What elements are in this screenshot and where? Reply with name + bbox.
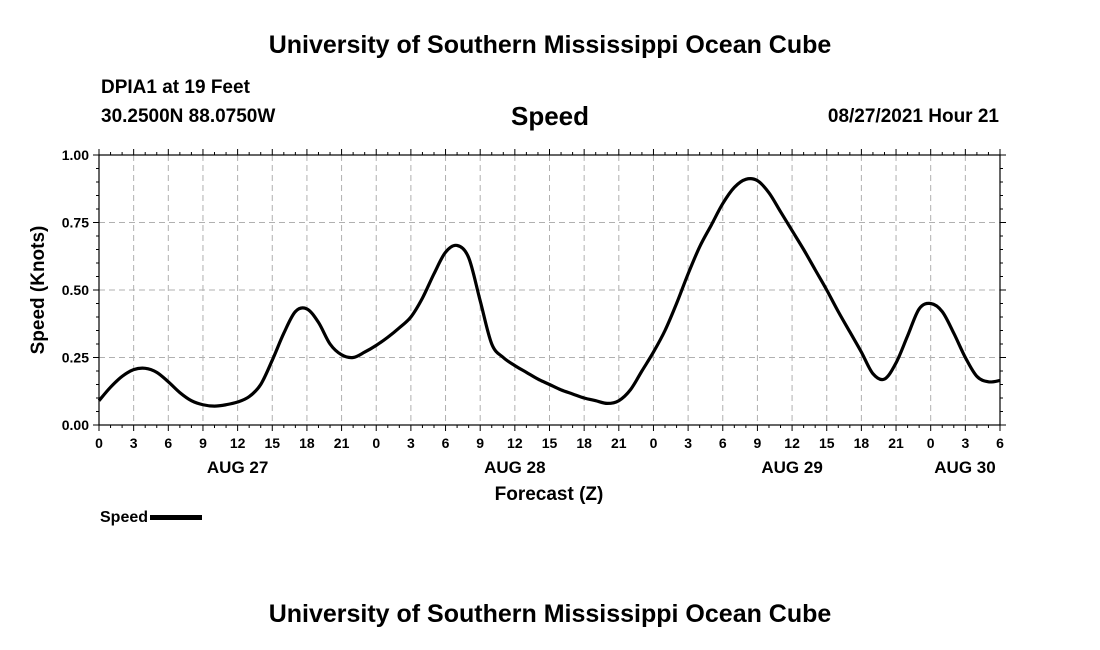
x-tick-label: 6 — [442, 435, 450, 451]
x-tick-label: 0 — [95, 435, 103, 451]
x-axis-title: Forecast (Z) — [495, 484, 604, 505]
legend: Speed — [100, 509, 203, 527]
axis-labels: 0.00 0.25 0.50 0.75 1.00 0 3 6 9 12 15 18 21 0 3 6 9 12 15… — [62, 147, 1004, 477]
y-tick-label: 0.25 — [62, 350, 89, 366]
station-label: DPIA1 at 19 Feet — [101, 77, 250, 98]
x-tick-label: 21 — [611, 435, 627, 451]
y-tick-label: 1.00 — [62, 147, 89, 163]
x-tick-label: 0 — [372, 435, 380, 451]
x-tick-label: 6 — [164, 435, 172, 451]
x-tick-label: 15 — [819, 435, 835, 451]
x-tick-label: 9 — [754, 435, 762, 451]
plot-frame — [98, 154, 1001, 426]
x-tick-label: 6 — [996, 435, 1004, 451]
day-label: AUG 29 — [761, 458, 822, 477]
x-tick-label: 3 — [961, 435, 969, 451]
x-tick-label: 12 — [784, 435, 800, 451]
station-coordinates: 30.2500N 88.0750W — [101, 106, 276, 127]
x-tick-label: 0 — [927, 435, 935, 451]
day-label: AUG 28 — [484, 458, 545, 477]
series-layer — [97, 177, 1001, 408]
x-tick-label: 3 — [684, 435, 692, 451]
x-tick-label: 6 — [719, 435, 727, 451]
x-tick-label: 21 — [888, 435, 904, 451]
y-tick-label: 0.00 — [62, 417, 89, 433]
bottom-title: University of Southern Mississippi Ocean… — [268, 600, 832, 628]
y-tick-label: 0.75 — [62, 215, 89, 231]
x-tick-label: 18 — [576, 435, 592, 451]
top-title: University of Southern Mississippi Ocean… — [268, 31, 832, 59]
x-tick-label: 18 — [299, 435, 315, 451]
x-tick-label: 3 — [130, 435, 138, 451]
legend-label: Speed — [100, 509, 149, 526]
grid-lines — [99, 155, 1000, 425]
x-tick-label: 9 — [476, 435, 484, 451]
day-label: AUG 30 — [934, 458, 995, 477]
x-tick-label: 3 — [407, 435, 415, 451]
x-tick-label: 15 — [264, 435, 280, 451]
legend-line-swatch — [150, 515, 203, 521]
y-axis-title: Speed (Knots) — [28, 226, 49, 355]
x-tick-label: 9 — [199, 435, 207, 451]
day-label: AUG 27 — [207, 458, 268, 477]
x-tick-label: 15 — [542, 435, 558, 451]
x-tick-label: 12 — [230, 435, 246, 451]
series-line-speed — [97, 177, 1001, 408]
x-tick-label: 18 — [854, 435, 870, 451]
x-tick-label: 12 — [507, 435, 523, 451]
forecast-timestamp: 08/27/2021 Hour 21 — [827, 106, 999, 127]
chart-title: Speed — [510, 101, 590, 131]
axis-ticks — [93, 149, 1006, 431]
x-tick-label: 21 — [334, 435, 350, 451]
y-tick-label: 0.50 — [62, 282, 89, 298]
x-tick-label: 0 — [650, 435, 658, 451]
